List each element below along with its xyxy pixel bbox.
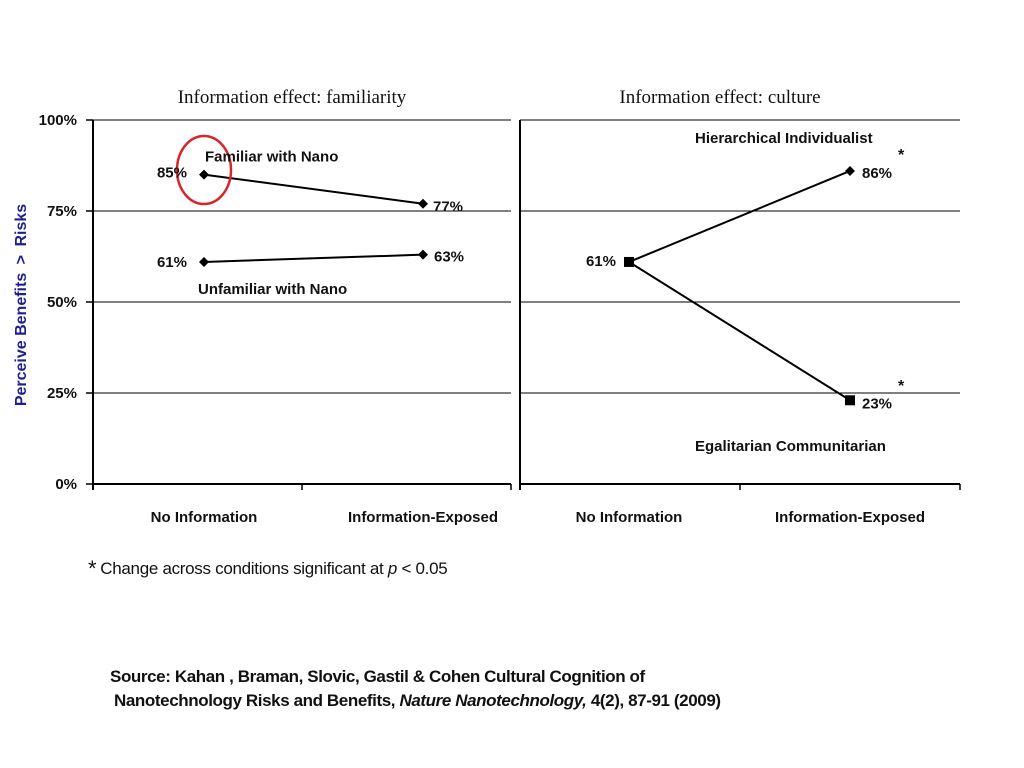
y-tick-label: 100% [39, 112, 77, 129]
significance-marker: * [898, 378, 905, 395]
data-point [624, 256, 634, 267]
x-tick-label: No Information [151, 509, 258, 526]
series-name-label: Unfamiliar with Nano [198, 281, 347, 298]
source-journal: Nature Nanotechnology, [399, 691, 587, 710]
source-volume: 4(2), 87-91 (2009) [590, 691, 721, 710]
series-line [628, 261, 851, 402]
data-label: 23% [862, 395, 892, 412]
data-label: 61% [586, 253, 616, 270]
data-label: 85% [157, 165, 187, 182]
series-layer [175, 134, 855, 406]
y-axis-label: Perceive Benefits > Risks [13, 204, 30, 406]
y-tick-label: 0% [55, 476, 77, 493]
data-point [418, 198, 428, 209]
significance-footnote: * Change across conditions significant at… [88, 556, 448, 582]
data-label: 63% [434, 249, 464, 266]
data-point [845, 395, 855, 406]
data-labels-layer: 85% 77% 61% 63% Familiar with Nano Unfamiliar… [157, 130, 905, 455]
series-line [628, 170, 851, 263]
x-tick-label: Information-Exposed [775, 509, 925, 526]
series-name-label: Hierarchical Individualist [695, 130, 873, 147]
y-tick-label: 25% [47, 385, 77, 402]
data-point [845, 165, 855, 176]
data-label: 77% [433, 199, 463, 216]
source-line-2-text: Nanotechnology Risks and Benefits, [114, 691, 396, 710]
significance-marker: * [898, 147, 905, 164]
series-name-label: Familiar with Nano [205, 149, 338, 166]
source-citation: Source: Kahan , Braman, Slovic, Gastil &… [110, 665, 721, 713]
data-point [199, 256, 209, 267]
data-point [199, 169, 209, 180]
source-line-2: Nanotechnology Risks and Benefits, Natur… [110, 689, 721, 713]
series-line [203, 173, 424, 205]
footnote-p: p [387, 559, 397, 578]
x-tick-labels: No Information Information-Exposed No Info… [151, 509, 925, 526]
y-tick-labels: 0% 25% 50% 75% 100% [39, 112, 77, 493]
highlight-circle [175, 134, 233, 206]
left-panel-title: Information effect: familiarity [178, 87, 407, 108]
footnote-threshold: < 0.05 [401, 559, 448, 578]
series-name-label: Egalitarian Communitarian [695, 438, 886, 455]
data-label: 61% [157, 254, 187, 271]
y-tick-label: 50% [47, 294, 77, 311]
y-tick-label: 75% [47, 203, 77, 220]
footnote-star: * [88, 556, 97, 581]
axes [86, 119, 961, 490]
data-label: 86% [862, 165, 892, 182]
x-tick-label: Information-Exposed [348, 509, 498, 526]
right-panel-title: Information effect: culture [619, 87, 820, 108]
footnote-text: Change across conditions significant at [100, 559, 384, 578]
data-point [418, 249, 428, 260]
gridlines [93, 119, 960, 394]
series-line [203, 253, 424, 263]
x-tick-label: No Information [576, 509, 683, 526]
source-line-1: Source: Kahan , Braman, Slovic, Gastil &… [110, 667, 645, 686]
